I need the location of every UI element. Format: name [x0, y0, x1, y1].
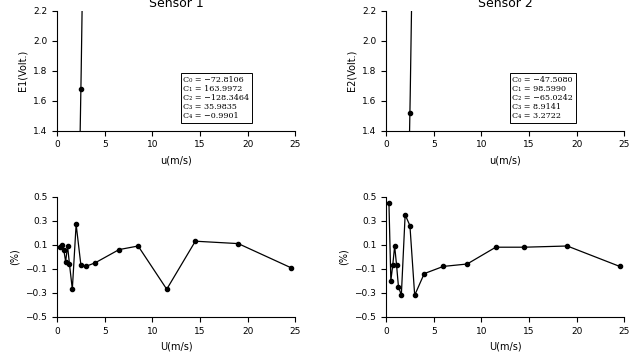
Text: C₀ = −72.8106
C₁ = 163.9972
C₂ = −128.3464
C₃ = 35.9835
C₄ = −0.9901: C₀ = −72.8106 C₁ = 163.9972 C₂ = −128.34… — [183, 75, 250, 120]
Text: C₀ = −47.5080
C₁ = 98.5990
C₂ = −65.0242
C₃ = 8.9141
C₄ = 3.2722: C₀ = −47.5080 C₁ = 98.5990 C₂ = −65.0242… — [512, 75, 573, 120]
X-axis label: U(m/s): U(m/s) — [160, 341, 193, 351]
X-axis label: U(m/s): U(m/s) — [489, 341, 522, 351]
Y-axis label: E2(Volt.): E2(Volt.) — [346, 50, 356, 91]
Y-axis label: E1(Volt.): E1(Volt.) — [17, 50, 27, 91]
Title: Sensor 2: Sensor 2 — [478, 0, 533, 10]
X-axis label: u(m/s): u(m/s) — [160, 155, 192, 165]
X-axis label: u(m/s): u(m/s) — [489, 155, 521, 165]
Y-axis label: (%): (%) — [10, 248, 20, 265]
Title: Sensor 1: Sensor 1 — [149, 0, 204, 10]
Y-axis label: (%): (%) — [339, 248, 349, 265]
